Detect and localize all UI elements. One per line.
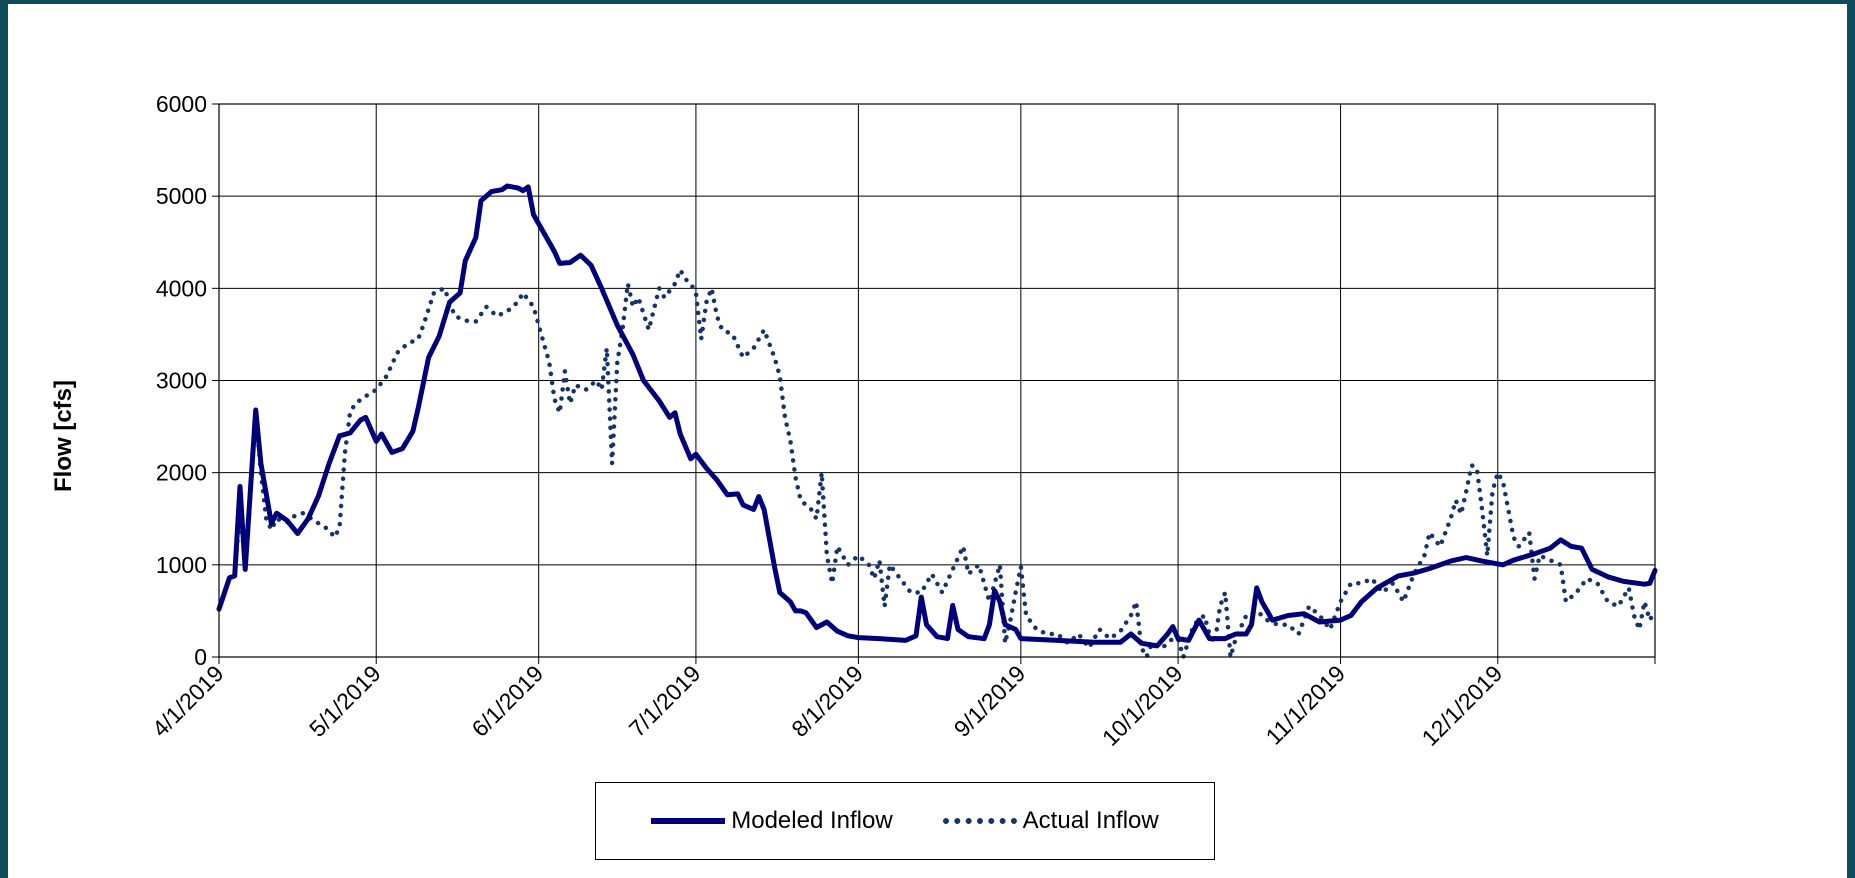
x-tick-label: 7/1/2019 [624,660,706,742]
flow-line-chart: 0 1000 2000 3000 4000 5000 6000 4/1/2019 5/1/20… [50,91,1658,751]
x-tick-label: 4/1/2019 [147,660,229,742]
y-tick-label: 0 [194,644,207,670]
legend-swatch-solid [651,818,726,824]
chart-panel: 0 1000 2000 3000 4000 5000 6000 4/1/2019 5/1/20… [8,4,1847,878]
grid-lines [218,103,1655,658]
y-tick-label: 6000 [156,91,207,117]
x-tick-label: 11/1/2019 [1261,660,1351,750]
y-tick-label: 2000 [156,460,207,486]
x-tick-label: 10/1/2019 [1097,660,1188,751]
y-tick-label: 5000 [156,183,207,209]
y-axis-ticks: 0 1000 2000 3000 4000 5000 6000 [156,91,219,670]
x-tick-label: 6/1/2019 [467,660,549,742]
y-tick-label: 1000 [156,552,207,578]
legend-item-actual: Actual Inflow [942,807,1159,835]
x-tick-label: 5/1/2019 [304,660,386,742]
chart-legend: Modeled Inflow Actual Inflow [595,782,1215,860]
series-line-actual-inflow [216,267,1658,660]
x-tick-label: 12/1/2019 [1417,660,1508,751]
x-tick-label: 9/1/2019 [949,660,1031,742]
x-axis-ticks: 4/1/2019 5/1/2019 6/1/2019 7/1/2019 8/1/2019… [147,657,1656,751]
y-axis-label: Flow [cfs] [50,380,77,492]
series-layer [216,183,1658,660]
series-line-modeled-inflow [216,183,1658,649]
x-tick-label: 8/1/2019 [786,660,868,742]
y-tick-label: 4000 [156,275,207,301]
legend-item-modeled: Modeled Inflow [651,807,893,835]
legend-label-modeled: Modeled Inflow [731,807,893,834]
legend-label-actual: Actual Inflow [1022,807,1159,834]
legend-swatch-dotted [942,818,1017,824]
y-tick-label: 3000 [156,368,207,394]
